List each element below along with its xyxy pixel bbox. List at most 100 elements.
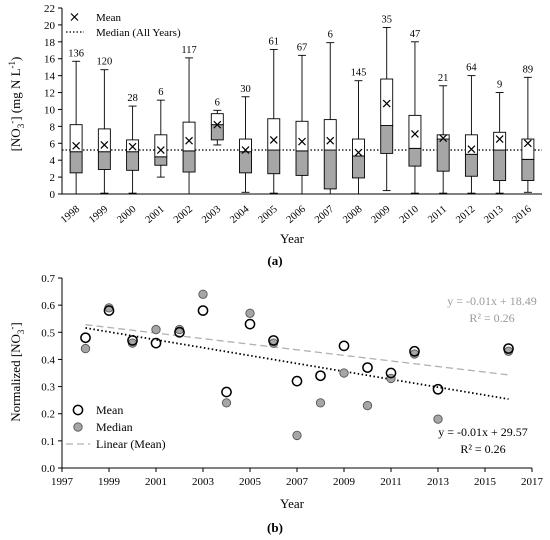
mean-marker bbox=[156, 146, 165, 154]
mean-marker bbox=[185, 136, 193, 145]
sample-count-label: 47 bbox=[410, 29, 421, 40]
x-tick-label: 2010 bbox=[398, 204, 421, 226]
box-upper-quartile bbox=[352, 138, 365, 157]
x-tick-label: 2004 bbox=[228, 203, 252, 225]
box-upper-quartile bbox=[323, 119, 337, 151]
box-2011: 21 bbox=[436, 73, 450, 194]
box-lower-quartile bbox=[436, 138, 450, 172]
x-tick-label: 2005 bbox=[257, 204, 280, 226]
y-tick-label: 0.1 bbox=[41, 436, 55, 448]
mean-marker bbox=[269, 135, 278, 144]
box-upper-quartile bbox=[380, 78, 394, 126]
x-tick-label: 2013 bbox=[482, 204, 505, 226]
y-tick-label: 0.6 bbox=[41, 300, 55, 312]
median-point bbox=[315, 398, 326, 408]
box-upper-quartile bbox=[267, 118, 281, 151]
boxplot-series: 136 120 28 6 117 6 30 61 67 6 145 35 47 21 64 9 89 bbox=[62, 14, 542, 195]
y-tick-label: 2 bbox=[50, 172, 56, 184]
equation-median: y = -0.01x + 18.49 bbox=[447, 294, 537, 308]
box-lower-quartile bbox=[210, 124, 224, 141]
box-2000: 28 bbox=[126, 93, 140, 194]
x-tick-label: 2009 bbox=[369, 204, 392, 226]
equation-mean: y = -0.01x + 29.57 bbox=[438, 425, 528, 439]
legend-mean-marker bbox=[70, 13, 79, 21]
box-lower-quartile bbox=[69, 151, 83, 174]
x-tick-label: 2001 bbox=[145, 476, 167, 488]
box-upper-quartile bbox=[493, 131, 507, 151]
box-lower-quartile bbox=[493, 149, 507, 181]
legend-linear-label: Linear (Mean) bbox=[96, 437, 166, 451]
sample-count-label: 21 bbox=[438, 73, 449, 84]
y-tick-label: 18 bbox=[44, 37, 56, 49]
trendline-mean bbox=[85, 327, 509, 400]
median-point bbox=[198, 289, 208, 299]
legend-mean-label: Mean bbox=[96, 12, 122, 24]
x-tick-label: 2013 bbox=[427, 476, 450, 488]
box-upper-quartile bbox=[210, 113, 224, 126]
mean-point bbox=[80, 332, 91, 344]
x-tick-label: 2011 bbox=[380, 476, 402, 488]
x-tick-label: 1998 bbox=[59, 204, 82, 226]
panel-a-label-letter: a bbox=[272, 253, 279, 268]
y-tick-label: 12 bbox=[44, 88, 55, 100]
median-point bbox=[339, 368, 349, 378]
sample-count-label: 145 bbox=[351, 68, 367, 79]
box-upper-quartile bbox=[239, 138, 252, 153]
mean-marker bbox=[495, 135, 504, 143]
x-tick-label: 2009 bbox=[333, 476, 356, 488]
mean-marker bbox=[354, 148, 363, 157]
x-tick-label: 2007 bbox=[286, 476, 309, 488]
mean-point bbox=[268, 335, 279, 346]
sample-count-label: 136 bbox=[68, 48, 84, 59]
r2-mean: R² = 0.26 bbox=[460, 442, 505, 456]
legend-mean-label: Mean bbox=[96, 403, 123, 417]
panel-b-axes: 0.0 0.1 0.2 0.3 0.4 0.5 0.6 0.7 1997 1999 2001 2003… bbox=[41, 273, 543, 488]
mean-point bbox=[150, 337, 162, 349]
mean-marker bbox=[439, 134, 448, 143]
y-tick-label: 14 bbox=[44, 71, 56, 83]
x-tick-label: 2003 bbox=[200, 204, 223, 226]
box-lower-quartile bbox=[239, 151, 252, 174]
mean-point bbox=[103, 305, 115, 316]
mean-point bbox=[174, 326, 185, 338]
panel-a-ylabel: [NO3-] (mg N L-1) bbox=[7, 57, 26, 152]
box-upper-quartile bbox=[154, 134, 168, 158]
mean-point bbox=[503, 343, 514, 354]
panel-b-label-letter: b bbox=[271, 520, 278, 535]
sample-count-label: 117 bbox=[181, 45, 196, 56]
box-2008: 145 bbox=[351, 68, 367, 195]
box-2004: 30 bbox=[239, 84, 252, 193]
y-tick-label: 6 bbox=[50, 138, 56, 150]
box-2002: 117 bbox=[181, 45, 197, 195]
sample-count-label: 67 bbox=[297, 42, 308, 53]
y-tick-label: 0.0 bbox=[41, 463, 55, 475]
legend-median-label: Median (All Years) bbox=[96, 27, 181, 39]
y-tick-label: 20 bbox=[44, 20, 56, 32]
x-tick-label: 2002 bbox=[172, 204, 195, 226]
panel-b-label: (b) bbox=[267, 520, 283, 535]
x-tick-label: 1999 bbox=[87, 204, 110, 226]
y-tick-label: 0 bbox=[50, 189, 56, 201]
x-tick-label: 2003 bbox=[192, 476, 215, 488]
mean-point bbox=[385, 367, 397, 379]
box-upper-quartile bbox=[464, 134, 478, 155]
y-tick-label: 4 bbox=[50, 155, 56, 167]
y-tick-label: 0.5 bbox=[41, 327, 55, 339]
y-tick-label: 8 bbox=[50, 121, 56, 133]
mean-marker bbox=[72, 141, 81, 150]
median-point bbox=[362, 400, 373, 411]
mean-marker bbox=[213, 120, 222, 129]
sample-count-label: 6 bbox=[158, 87, 163, 98]
y-tick-label: 10 bbox=[44, 104, 56, 116]
mean-marker bbox=[467, 145, 476, 154]
box-upper-quartile bbox=[521, 138, 535, 160]
box-lower-quartile bbox=[267, 149, 281, 175]
panel-a-legend: Mean Median (All Years) bbox=[66, 12, 181, 39]
trendlines bbox=[85, 324, 509, 400]
median-point bbox=[151, 324, 161, 335]
sample-count-label: 64 bbox=[466, 63, 477, 74]
mean-marker bbox=[523, 139, 532, 148]
box-2009: 35 bbox=[380, 14, 394, 192]
